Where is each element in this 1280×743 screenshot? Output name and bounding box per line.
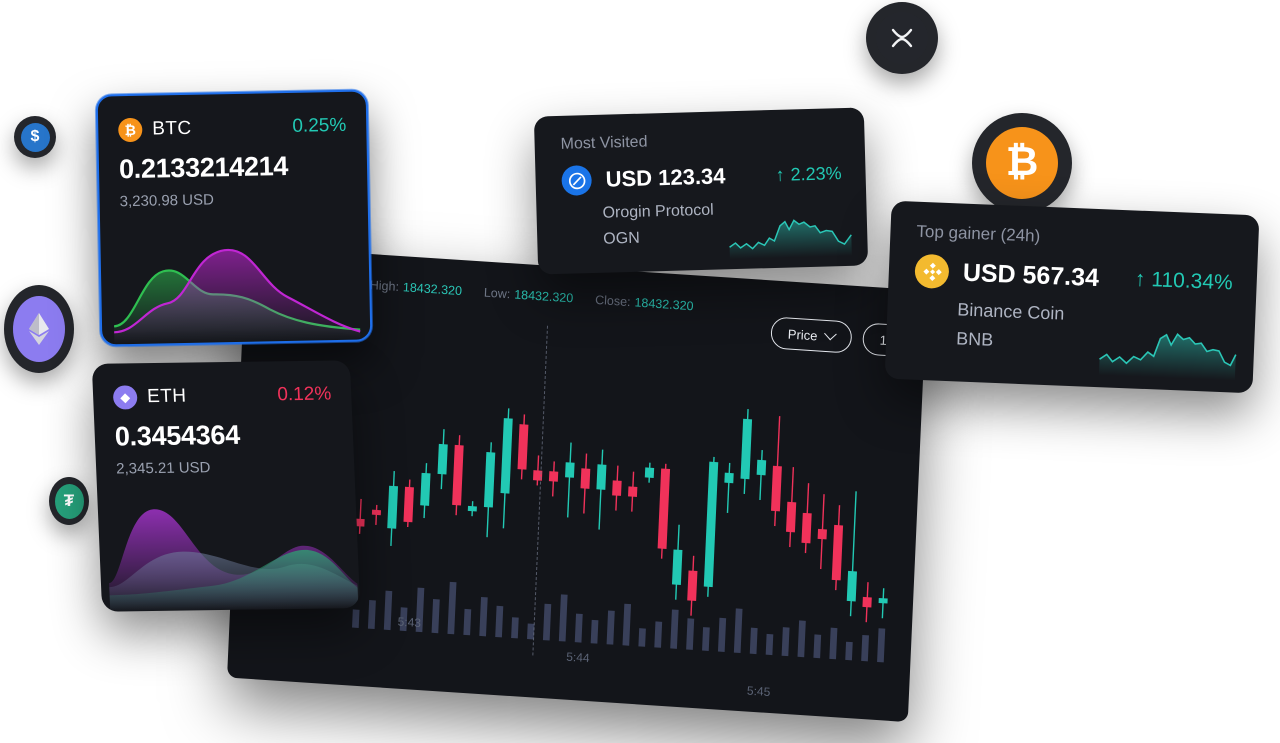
eth-amount: 0.3454364 — [114, 419, 241, 452]
bitcoin-icon: ₿ — [118, 117, 143, 143]
top-gainer-change: ↑ 110.34% — [1134, 267, 1234, 295]
eth-sparkline — [109, 509, 359, 612]
tether-badge: ₮ — [49, 477, 89, 525]
price-selector-button[interactable]: Price — [770, 316, 853, 354]
bitcoin-icon: ₿ — [986, 127, 1058, 199]
price-selector-label: Price — [787, 326, 818, 343]
ethereum-icon: ◆ — [112, 385, 138, 410]
eth-symbol: ETH — [146, 385, 187, 408]
most-visited-card[interactable]: Most Visited USD 123.34 ↑ 2.23% Orogin P… — [533, 107, 869, 275]
tether-icon: ₮ — [54, 483, 84, 519]
x-axis-label-1: 5:44 — [565, 649, 590, 666]
btc-symbol: BTC — [152, 117, 192, 140]
xrp-glyph — [891, 28, 913, 48]
ohlc-high: High: 18432.320 — [369, 278, 463, 299]
usd-coin-icon: $ — [20, 122, 50, 152]
eth-usd-value: 2,345.21 USD — [115, 459, 211, 478]
origin-protocol-icon — [561, 165, 593, 196]
eth-balance-card[interactable]: ◆ ETH 0.12% 0.3454364 2,345.21 USD — [91, 360, 361, 612]
x-axis-label-2: 5:45 — [746, 683, 771, 700]
btc-amount: 0.2133214214 — [118, 150, 289, 185]
candlestick-chart-card[interactable]: 432.320 High:18432.320 Low:18432.320 Clo… — [227, 245, 927, 723]
origin-glyph — [568, 172, 585, 189]
top-gainer-sparkline — [1098, 333, 1237, 381]
ethereum-icon — [13, 296, 65, 362]
btc-usd-value: 3,230.98 USD — [119, 191, 215, 211]
most-visited-change: ↑ 2.23% — [775, 162, 842, 185]
btc-change: 0.25% — [292, 114, 347, 137]
ohlc-close: Close: 18432.320 — [594, 292, 694, 314]
most-visited-price-row: USD 123.34 ↑ 2.23% — [535, 145, 866, 196]
most-visited-sparkline — [729, 219, 852, 260]
ethereum-badge — [4, 285, 74, 373]
bitcoin-badge: ₿ — [972, 113, 1072, 213]
btc-card-header: ₿ BTC 0.25% — [98, 91, 367, 143]
up-arrow-icon: ↑ — [1134, 267, 1146, 291]
usd-coin-badge: $ — [14, 116, 56, 158]
most-visited-price: USD 123.34 — [605, 163, 726, 192]
binance-glyph — [922, 262, 942, 281]
volume-plot — [352, 581, 886, 663]
btc-balance-card[interactable]: ₿ BTC 0.25% 0.2133214214 3,230.98 USD — [95, 89, 373, 347]
top-gainer-price: USD 567.34 — [962, 258, 1100, 292]
ohlc-low: Low: 18432.320 — [483, 285, 574, 306]
btc-sparkline — [113, 249, 361, 345]
xrp-icon — [876, 12, 928, 64]
eth-change: 0.12% — [276, 383, 332, 406]
binance-coin-icon — [914, 253, 950, 290]
up-arrow-icon: ↑ — [775, 164, 785, 185]
top-gainer-card[interactable]: Top gainer (24h) USD 567.34 ↑ 110.34% — [884, 200, 1260, 394]
top-gainer-price-row: USD 567.34 ↑ 110.34% — [888, 241, 1258, 302]
eth-card-header: ◆ ETH 0.12% — [92, 360, 352, 410]
candlestick-plot — [355, 408, 888, 623]
xrp-badge — [866, 2, 938, 74]
chevron-down-icon — [823, 327, 837, 340]
x-axis-label-0: 5:43 — [397, 614, 422, 631]
ethereum-glyph — [29, 313, 49, 345]
